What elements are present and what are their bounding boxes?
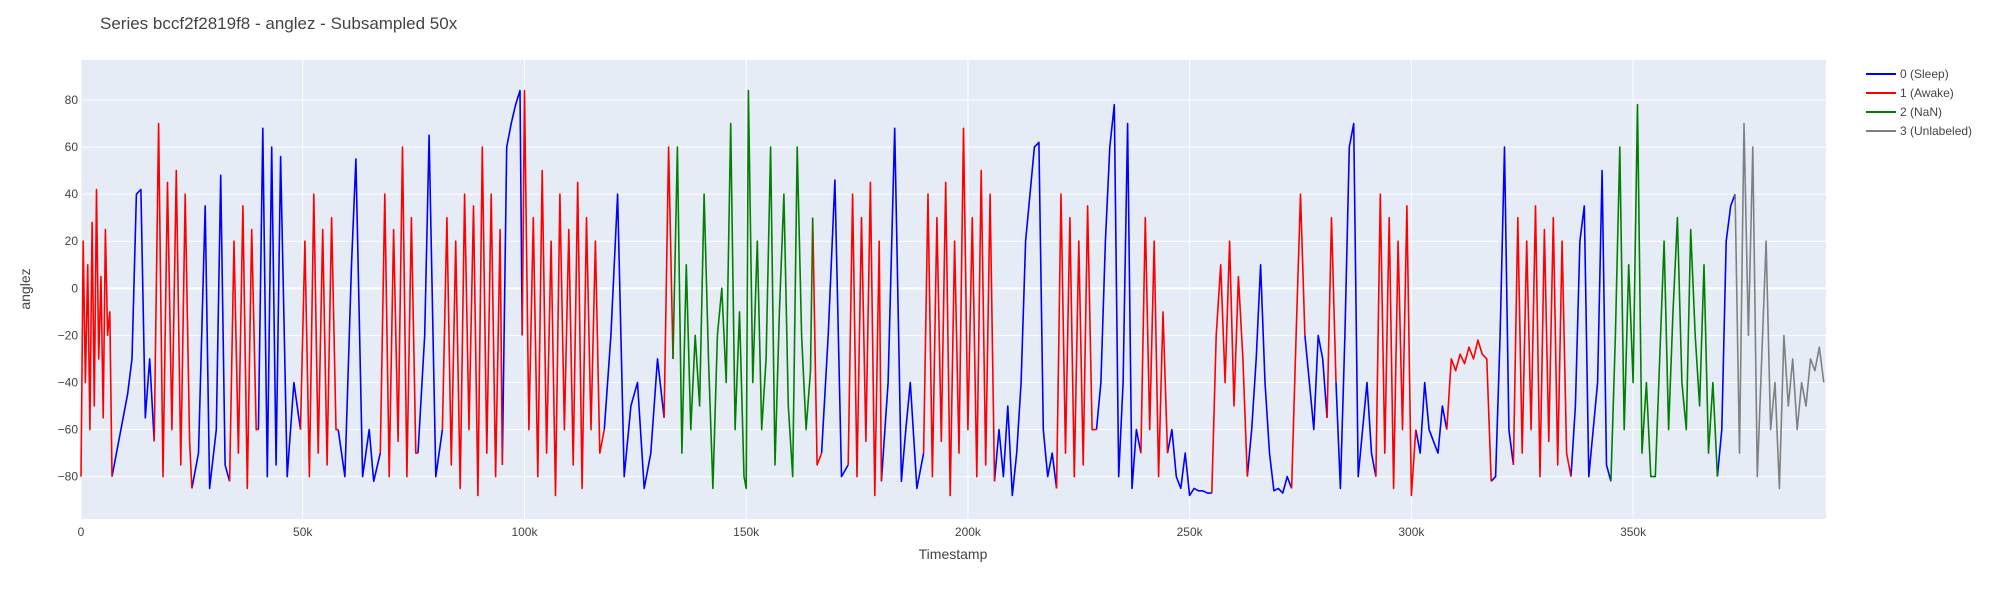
series-line-segment xyxy=(1095,103,1142,490)
x-tick-label: 300k xyxy=(1398,525,1425,539)
series-line-segment xyxy=(1512,205,1572,478)
y-tick-label: −20 xyxy=(58,328,79,342)
series-line-segment xyxy=(417,134,444,478)
legend[interactable]: 0 (Sleep) 1 (Awake) 2 (NaN) 3 (Unlabeled) xyxy=(1866,67,1972,138)
series-3-unlabeled xyxy=(1734,122,1825,490)
series-line-segment xyxy=(1610,103,1719,482)
x-tick-labels: 0 50k 100k 150k 200k 250k 300k 350k xyxy=(78,525,1647,539)
y-tick-label: −60 xyxy=(58,423,79,437)
series-line-segment xyxy=(521,89,606,497)
series-line-segment xyxy=(1055,193,1097,489)
series-line-segment xyxy=(1570,169,1612,482)
legend-item[interactable]: 3 (Unlabeled) xyxy=(1866,124,1972,138)
series-line-segment xyxy=(299,193,339,478)
series-2-nan xyxy=(672,89,1719,490)
chart-title: Series bccf2f2819f8 - anglez - Subsample… xyxy=(100,14,458,33)
series-line-segment xyxy=(847,181,883,497)
series-layer xyxy=(80,89,1825,497)
series-line-segment xyxy=(811,217,823,466)
x-tick-label: 100k xyxy=(511,525,538,539)
series-line-segment xyxy=(1446,339,1492,482)
series-line-segment xyxy=(820,179,849,478)
series-line-segment xyxy=(441,146,504,497)
y-tick-labels: 80 60 40 20 0 −20 −40 −60 −80 xyxy=(58,93,79,484)
series-line-segment xyxy=(880,127,925,490)
x-tick-label: 350k xyxy=(1620,525,1647,539)
series-line-segment xyxy=(257,127,302,478)
x-axis-label: Timestamp xyxy=(919,546,988,562)
y-tick-label: 40 xyxy=(65,187,79,201)
series-line-segment xyxy=(1211,240,1249,494)
series-0-sleep xyxy=(111,89,1736,497)
series-line-segment xyxy=(1415,381,1448,454)
series-line-segment xyxy=(993,141,1058,497)
series-1-awake xyxy=(80,89,1572,497)
series-line-segment xyxy=(153,122,193,489)
series-line-segment xyxy=(501,89,523,465)
series-line-segment xyxy=(1304,334,1328,431)
x-tick-label: 250k xyxy=(1177,525,1204,539)
series-line-segment xyxy=(922,127,996,497)
series-line-segment xyxy=(672,89,814,490)
series-line-segment xyxy=(111,188,155,477)
series-line-segment xyxy=(80,188,113,477)
y-tick-label: 60 xyxy=(65,140,79,154)
legend-item[interactable]: 1 (Awake) xyxy=(1866,86,1954,100)
y-tick-label: −80 xyxy=(58,470,79,484)
series-line-segment xyxy=(1326,216,1337,418)
legend-label: 3 (Unlabeled) xyxy=(1900,124,1972,138)
y-tick-label: 20 xyxy=(65,234,79,248)
y-tick-label: −40 xyxy=(58,375,79,389)
x-tick-label: 0 xyxy=(78,525,85,539)
legend-label: 2 (NaN) xyxy=(1900,105,1942,119)
y-tick-label: 80 xyxy=(65,93,79,107)
series-line-segment xyxy=(1166,428,1212,497)
series-line-segment xyxy=(603,193,665,490)
series-line-segment xyxy=(337,158,382,483)
series-line-segment xyxy=(1140,216,1169,478)
legend-item[interactable]: 0 (Sleep) xyxy=(1866,67,1949,81)
series-line-segment xyxy=(1716,193,1736,477)
series-line-segment xyxy=(1734,122,1825,490)
series-line-segment xyxy=(1490,146,1515,482)
legend-label: 1 (Awake) xyxy=(1900,86,1954,100)
series-line-segment xyxy=(1335,122,1377,490)
legend-label: 0 (Sleep) xyxy=(1900,67,1949,81)
y-axis-label: anglez xyxy=(17,268,33,309)
y-tick-label: 0 xyxy=(71,281,78,295)
x-tick-label: 50k xyxy=(293,525,313,539)
series-line-segment xyxy=(1246,263,1293,494)
series-line-segment xyxy=(663,146,674,418)
series-line-segment xyxy=(379,146,418,478)
series-line-segment xyxy=(1290,193,1306,489)
x-tick-label: 200k xyxy=(955,525,982,539)
legend-item[interactable]: 2 (NaN) xyxy=(1866,105,1942,119)
series-line-segment xyxy=(1375,193,1417,497)
series-line-segment xyxy=(191,174,231,490)
x-tick-label: 150k xyxy=(733,525,760,539)
series-line-segment xyxy=(228,205,259,490)
